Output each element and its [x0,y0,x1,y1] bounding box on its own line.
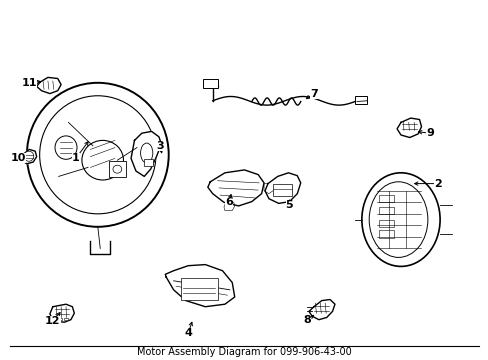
Bar [63,318,68,320]
Text: 8: 8 [303,315,310,325]
Text: 4: 4 [184,328,192,338]
Text: 6: 6 [224,197,232,207]
Polygon shape [50,304,74,322]
Ellipse shape [27,83,168,227]
Ellipse shape [55,136,77,159]
Text: 7: 7 [309,89,317,99]
Polygon shape [131,131,161,176]
Bar [57,318,61,320]
Ellipse shape [141,143,153,163]
Text: 1: 1 [72,153,80,163]
Bar [354,96,366,104]
Bar [378,220,393,227]
Bar [181,278,217,300]
Bar [378,230,393,238]
Text: Motor Assembly Diagram for 099-906-43-00: Motor Assembly Diagram for 099-906-43-00 [137,347,351,357]
Bar [272,184,292,196]
Bar [378,207,393,214]
Ellipse shape [361,173,439,266]
Polygon shape [21,149,37,164]
Text: 10: 10 [11,153,26,163]
Ellipse shape [368,182,427,257]
Polygon shape [165,265,234,307]
Text: 3: 3 [156,141,164,151]
Ellipse shape [40,96,156,214]
Polygon shape [37,77,61,94]
Text: 9: 9 [426,128,433,138]
Polygon shape [264,173,300,203]
Polygon shape [308,300,334,320]
Ellipse shape [113,165,122,173]
Bar [108,161,126,177]
Bar [143,159,152,166]
Ellipse shape [82,140,123,180]
Bar [378,195,393,202]
Bar [203,79,217,88]
Text: 5: 5 [285,200,293,210]
Text: 2: 2 [433,179,441,189]
Polygon shape [396,118,421,138]
Ellipse shape [24,151,34,161]
Polygon shape [207,170,264,206]
Text: 11: 11 [21,78,37,88]
Text: 12: 12 [45,316,61,326]
